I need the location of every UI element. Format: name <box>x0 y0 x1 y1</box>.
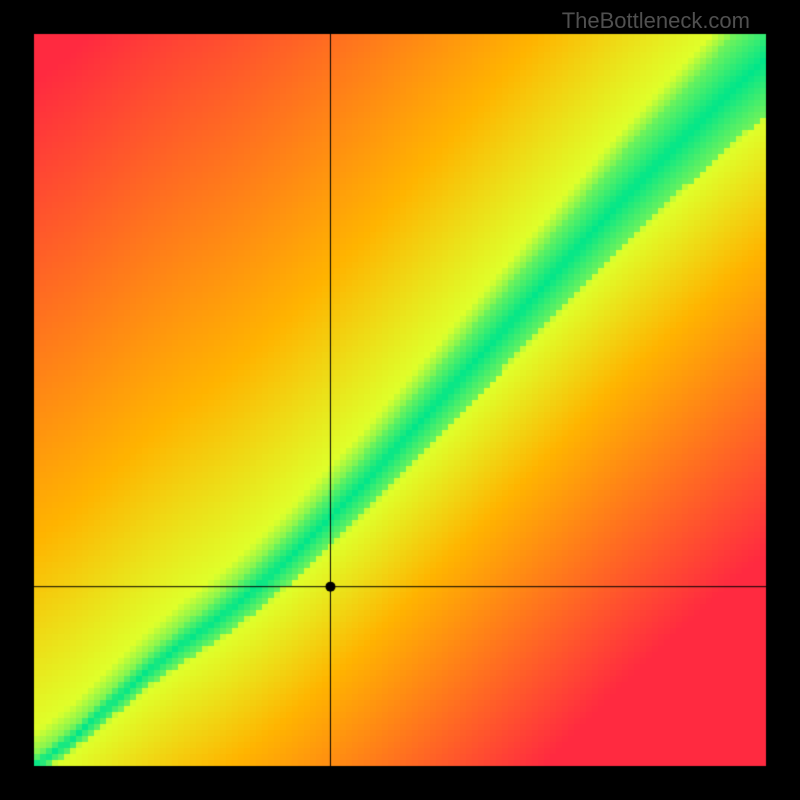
heatmap-canvas <box>0 0 800 800</box>
watermark-text: TheBottleneck.com <box>562 8 750 34</box>
chart-container: TheBottleneck.com <box>0 0 800 800</box>
